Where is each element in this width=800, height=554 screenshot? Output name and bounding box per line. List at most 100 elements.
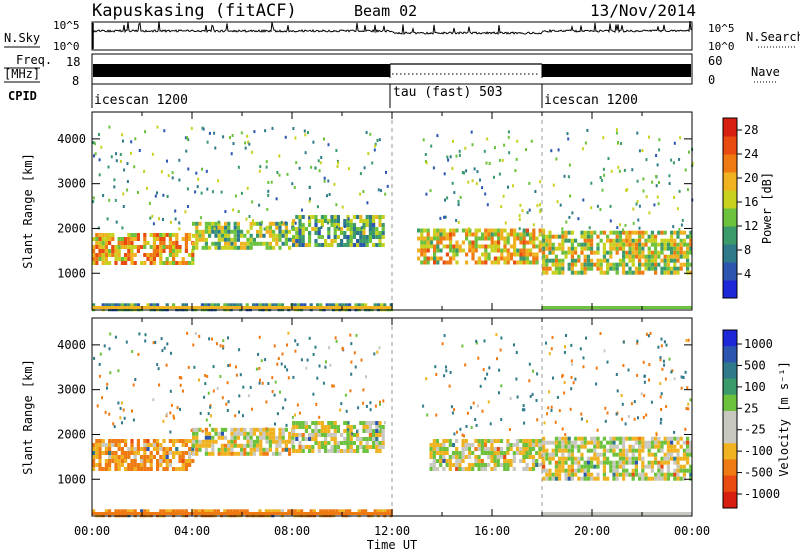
heatmap-cell [117,401,120,405]
heatmap-cell [660,464,664,469]
velocity-colorbar-swatch [723,378,737,396]
heatmap-cell [295,227,299,231]
heatmap-cell [95,237,99,241]
heatmap-cell [169,430,172,434]
heatmap-cell [365,421,369,425]
heatmap-cell [304,421,308,425]
heatmap-cell [420,252,424,257]
heatmap-cell [368,231,372,235]
heatmap-cell [506,451,510,455]
heatmap-cell [622,246,626,251]
heatmap-cell [108,447,112,451]
heatmap-cell [101,253,105,257]
heatmap-cell [211,439,215,444]
heatmap-cell [474,240,478,245]
heatmap-cell [317,219,321,223]
heatmap-cell [464,363,467,367]
heatmap-cell [375,243,379,247]
heatmap-cell [570,359,573,363]
heatmap-cell [378,346,381,350]
heatmap-cell [436,256,440,261]
heatmap-cell [261,220,263,224]
heatmap-cell [686,456,690,461]
time-tick-label: 16:00 [474,524,510,538]
heatmap-cell [360,226,363,230]
heatmap-cell [140,455,144,459]
heatmap-cell [357,307,361,312]
heatmap-cell [429,256,433,261]
nsearch-label: N.Search [746,30,800,44]
heatmap-cell [618,246,622,251]
heatmap-cell [327,179,330,183]
heatmap-cell [349,243,353,247]
heatmap-cell [609,262,613,267]
heatmap-cell [152,222,155,226]
heatmap-cell [259,447,263,452]
heatmap-cell [654,452,658,457]
heatmap-cell [304,243,308,247]
heatmap-cell [609,242,613,247]
heatmap-cell [357,406,360,410]
heatmap-cell [565,334,567,337]
heatmap-cell [665,405,668,409]
heatmap-cell [337,161,340,165]
heatmap-cell [259,233,263,238]
heatmap-cell [609,250,613,255]
heatmap-cell [535,236,539,241]
heatmap-cell [197,509,201,514]
heatmap-cell [528,451,532,455]
heatmap-cell [217,237,221,242]
heatmap-cell [383,303,387,308]
heatmap-cell [288,451,292,456]
heatmap-cell [208,423,211,427]
heatmap-cell [686,250,690,255]
heatmap-cell [124,509,128,514]
heatmap-cell [606,250,610,255]
heatmap-cell [543,421,546,425]
heatmap-cell [625,270,629,275]
heatmap-cell [422,404,425,408]
heatmap-cell [618,234,622,239]
heatmap-cell [473,167,476,171]
heatmap-cell [689,468,693,473]
heatmap-cell [512,455,516,459]
heatmap-cell [300,513,304,518]
heatmap-cell [561,456,565,461]
heatmap-cell [381,433,385,437]
heatmap-cell [156,253,160,257]
heatmap-cell [509,252,513,257]
heatmap-cell [268,427,272,432]
heatmap-cell [586,460,590,465]
heatmap-cell [687,407,690,411]
heatmap-cell [461,439,465,443]
heatmap-cell [535,459,539,463]
heatmap-cell [278,229,282,234]
heatmap-cell [535,439,539,443]
time-tick-label: 20:00 [574,524,610,538]
heatmap-cell [131,409,133,413]
heatmap-cell [268,435,272,440]
heatmap-cell [538,244,542,249]
heatmap-cell [488,366,491,370]
heatmap-cell [192,451,196,456]
heatmap-cell [660,408,663,411]
heatmap-cell [541,455,545,459]
heatmap-cell [92,261,96,265]
heatmap-cell [622,468,626,473]
heatmap-cell [441,342,444,346]
heatmap-cell [580,436,584,441]
heatmap-cell [650,230,654,235]
heatmap-cell [381,429,385,433]
heatmap-cell [483,149,486,153]
heatmap-cell [113,185,116,189]
heatmap-cell [666,436,670,441]
heatmap-cell [436,228,440,233]
heatmap-cell [152,447,156,451]
heatmap-cell [528,379,531,383]
heatmap-cell [654,460,658,465]
heatmap-cell [386,184,389,188]
heatmap-cell [236,435,240,440]
heatmap-cell [280,303,284,308]
heatmap-cell [561,262,565,267]
heatmap-cell [92,467,96,471]
